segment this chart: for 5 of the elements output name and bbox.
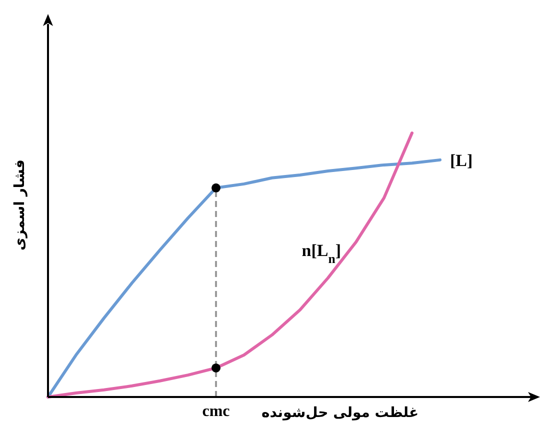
series-label: [L] (450, 150, 473, 170)
y-axis-title: فشار اسمزی (12, 159, 28, 251)
x-axis-title: غلظت مولی حل‌شونده (261, 405, 419, 421)
series-label: n[L$_{n}$] (302, 241, 341, 266)
text: cmc (202, 403, 230, 420)
